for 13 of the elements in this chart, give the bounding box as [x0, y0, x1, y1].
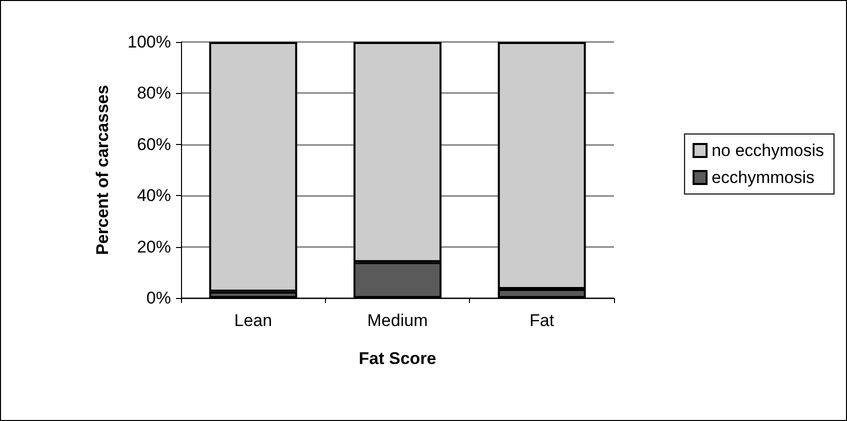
legend-label: no ecchymosis [712, 141, 824, 160]
x-tick-label: Medium [367, 311, 428, 330]
x-axis-title: Fat Score [358, 349, 436, 368]
x-tick-label: Lean [234, 311, 272, 330]
y-axis-title: Percent of carcasses [93, 84, 112, 256]
y-tick-label: 80% [136, 84, 171, 103]
y-tick-label: 0% [146, 288, 171, 308]
y-tick-label: 100% [128, 32, 171, 52]
legend-label: ecchymmosis [712, 168, 815, 187]
x-tick-label: Fat [530, 311, 554, 330]
y-tick-label: 60% [136, 134, 171, 154]
y-tick-label: 40% [136, 186, 171, 206]
y-tick-label: 20% [136, 237, 171, 256]
